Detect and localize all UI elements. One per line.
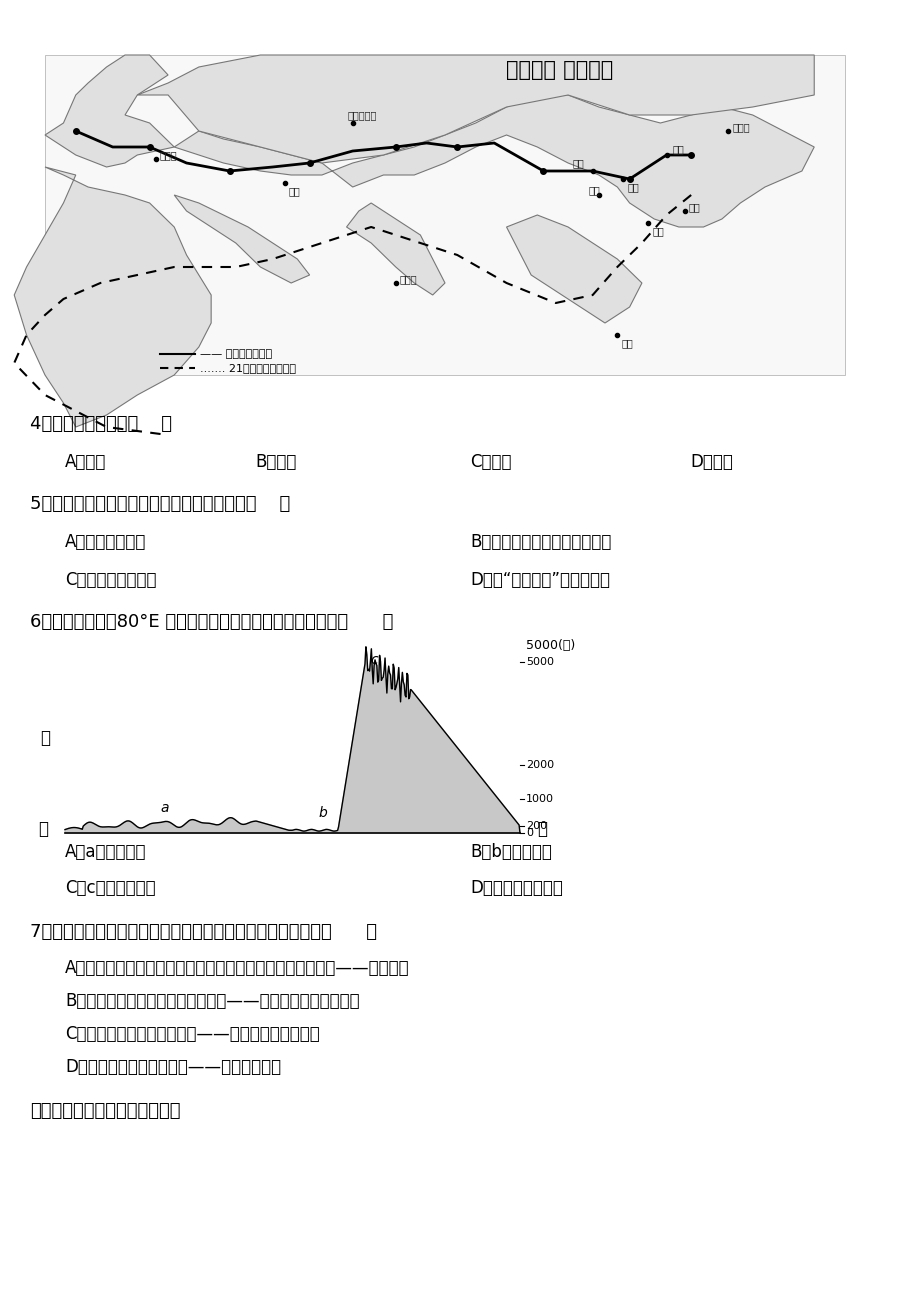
Text: 200: 200	[526, 822, 547, 831]
Polygon shape	[346, 203, 445, 296]
Text: 兰州: 兰州	[572, 158, 584, 168]
Text: 1000: 1000	[526, 794, 553, 803]
Text: 5．下列关于哈萨克斯坦的描述，不正确的是（    ）: 5．下列关于哈萨克斯坦的描述，不正确的是（ ）	[30, 495, 289, 513]
Polygon shape	[45, 55, 174, 167]
Text: 广州: 广州	[652, 227, 664, 236]
Text: A．是我国的邻国: A．是我国的邻国	[65, 533, 146, 551]
Text: —— 丝绸之路经济带: —— 丝绸之路经济带	[199, 349, 272, 359]
Text: 读亚洲水系图，完成下面小题。: 读亚洲水系图，完成下面小题。	[30, 1101, 180, 1120]
Text: 南: 南	[38, 820, 48, 837]
Text: 伊朗: 伊朗	[289, 186, 301, 197]
Text: 中国: 中国	[588, 185, 600, 195]
Polygon shape	[137, 55, 813, 163]
Text: D．平原分布在南部: D．平原分布在南部	[470, 879, 562, 897]
Text: 福州: 福州	[688, 202, 700, 212]
Text: c: c	[370, 654, 378, 667]
Text: 南: 南	[40, 729, 50, 747]
Polygon shape	[14, 167, 211, 427]
Text: C．孟加拉人以船为交通工具——地势低平，河网密布: C．孟加拉人以船为交通工具——地势低平，河网密布	[65, 1025, 320, 1043]
Text: b: b	[319, 806, 327, 820]
FancyBboxPatch shape	[45, 55, 844, 375]
Text: 5000: 5000	[526, 658, 553, 667]
Text: 6．如图是印度汳80°E 的地形剖面图，下列描述不正确的是（      ）: 6．如图是印度汳80°E 的地形剖面图，下列描述不正确的是（ ）	[30, 613, 393, 631]
Text: A．a是德干高原: A．a是德干高原	[65, 842, 146, 861]
Text: 哈尔滨: 哈尔滨	[732, 122, 749, 132]
Polygon shape	[506, 215, 641, 323]
Text: 土耳其: 土耳其	[160, 150, 177, 160]
Text: 西安: 西安	[627, 182, 639, 191]
Text: C．北亚: C．北亚	[470, 453, 511, 471]
Text: A．中亚: A．中亚	[65, 453, 107, 471]
Polygon shape	[174, 95, 813, 227]
Text: B．是世界上面积最大的内陆国: B．是世界上面积最大的内陆国	[470, 533, 611, 551]
Text: a: a	[161, 802, 169, 815]
Text: 北京: 北京	[672, 145, 684, 154]
Text: 7．关于亚洲各地民俗习惯和自然条件的关系，正确的解释是（      ）: 7．关于亚洲各地民俗习惯和自然条件的关系，正确的解释是（ ）	[30, 923, 377, 941]
Text: 0: 0	[526, 828, 532, 838]
Text: 哈萨克斯坦: 哈萨克斯坦	[347, 109, 377, 120]
Text: 一带一路 横贯欧亚: 一带一路 横贯欧亚	[505, 60, 613, 79]
Text: ....... 21世纪海上丝绸之路: ....... 21世纪海上丝绸之路	[199, 363, 296, 372]
Text: D．西亚: D．西亚	[689, 453, 732, 471]
Text: A．亚库特人居住木屋，穿着毛皮服装，运输工具是狗拉雪橇——没有公路: A．亚库特人居住木屋，穿着毛皮服装，运输工具是狗拉雪橇——没有公路	[65, 960, 409, 976]
Text: B．b是恒河平原: B．b是恒河平原	[470, 842, 551, 861]
Text: 2000: 2000	[526, 759, 553, 769]
Text: 4．哈萨克斯坦位于（    ）: 4．哈萨克斯坦位于（ ）	[30, 415, 172, 434]
Text: 印度洋: 印度洋	[400, 273, 417, 284]
Text: D．是“一带一路”的必经之地: D．是“一带一路”的必经之地	[470, 572, 609, 589]
Text: C．是南半球的国家: C．是南半球的国家	[65, 572, 156, 589]
Text: 印尼: 印尼	[620, 339, 632, 348]
Text: 5000(米): 5000(米)	[526, 639, 574, 652]
Polygon shape	[65, 647, 519, 833]
Text: B．南亚: B．南亚	[255, 453, 296, 471]
Text: B．加里曼丹岛的达雅克人多住长屋——高纬度地区，气候严寒: B．加里曼丹岛的达雅克人多住长屋——高纬度地区，气候严寒	[65, 992, 359, 1010]
Polygon shape	[174, 195, 310, 283]
Text: 北: 北	[537, 820, 547, 837]
Text: C．c是喜马拉雅山: C．c是喜马拉雅山	[65, 879, 155, 897]
Text: D．甘肃的住房大多是平顶——气候降水丰富: D．甘肃的住房大多是平顶——气候降水丰富	[65, 1059, 281, 1075]
